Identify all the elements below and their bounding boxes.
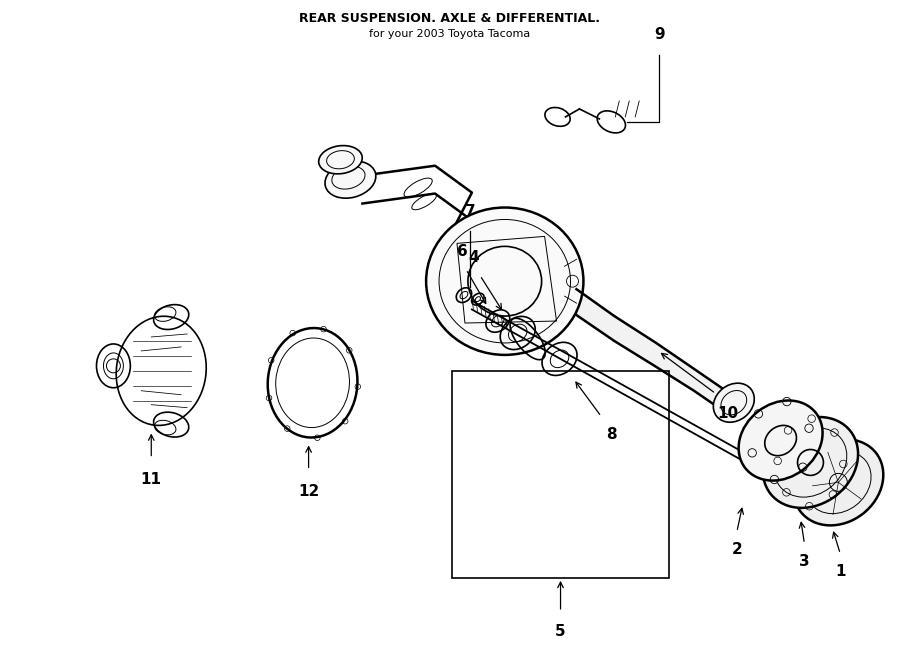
Text: 8: 8: [606, 426, 616, 442]
Text: for your 2003 Toyota Tacoma: for your 2003 Toyota Tacoma: [369, 29, 531, 39]
Ellipse shape: [794, 440, 883, 525]
Text: 10: 10: [717, 406, 738, 420]
Polygon shape: [577, 289, 725, 412]
Text: 3: 3: [799, 554, 810, 569]
Ellipse shape: [714, 383, 754, 422]
Ellipse shape: [325, 161, 376, 198]
Text: 5: 5: [555, 624, 566, 639]
Ellipse shape: [763, 417, 858, 508]
Text: 9: 9: [653, 27, 664, 42]
Text: 1: 1: [835, 564, 846, 579]
Text: 7: 7: [464, 204, 475, 219]
Text: 12: 12: [298, 485, 320, 499]
Ellipse shape: [426, 208, 583, 355]
Text: 6: 6: [456, 245, 467, 259]
Text: 2: 2: [732, 542, 742, 557]
Text: 4: 4: [469, 251, 479, 265]
Text: REAR SUSPENSION. AXLE & DIFFERENTIAL.: REAR SUSPENSION. AXLE & DIFFERENTIAL.: [300, 13, 600, 25]
Ellipse shape: [739, 401, 823, 481]
Ellipse shape: [319, 145, 362, 174]
Bar: [452, 371, 669, 578]
Text: 11: 11: [140, 473, 162, 487]
